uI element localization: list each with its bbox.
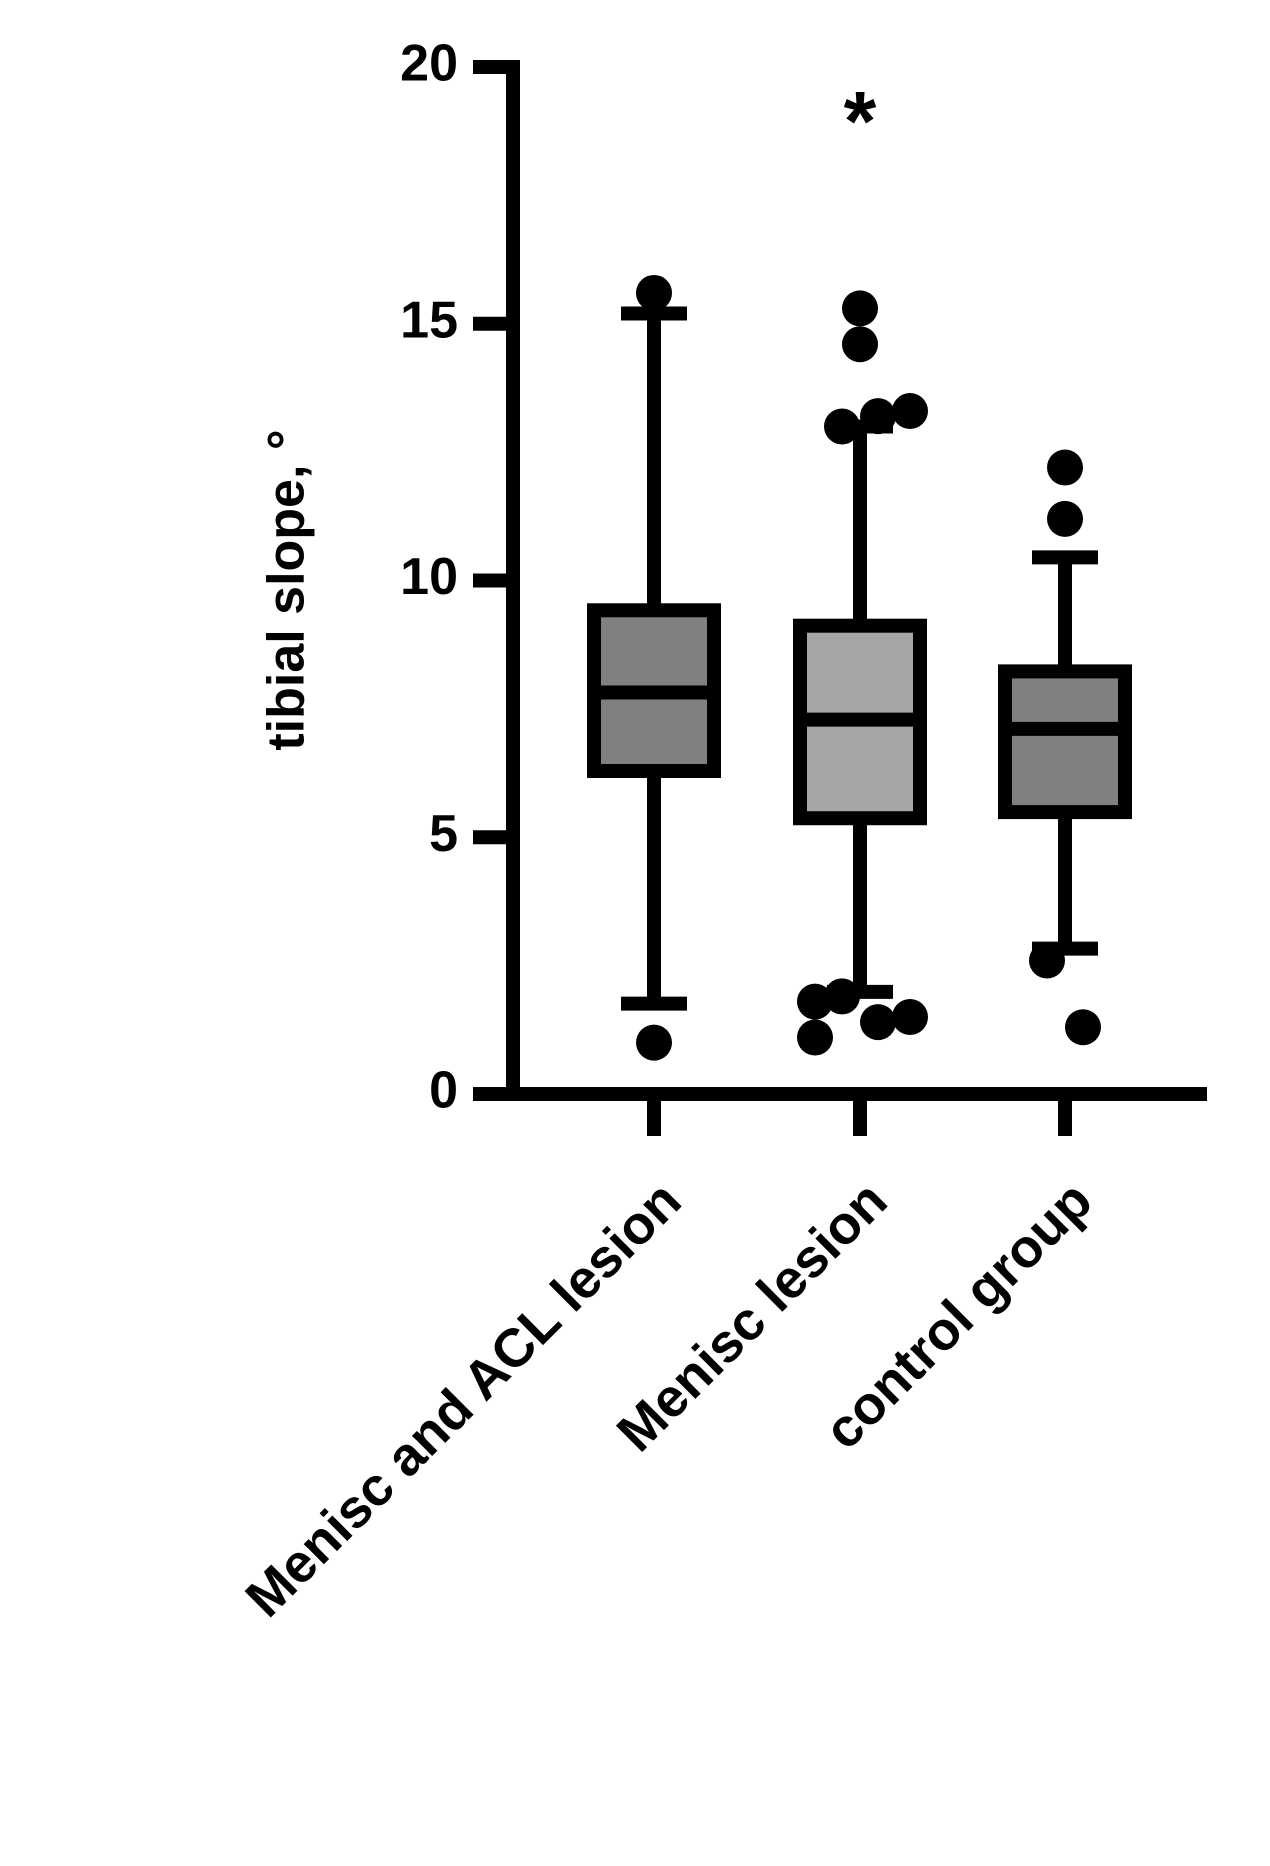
outlier [860,398,896,435]
x-tick-label: Menisc and ACL lesion [234,1170,692,1628]
outlier [797,1019,833,1056]
outlier [636,1024,672,1061]
outlier [1047,500,1083,537]
y-tick-label: 0 [429,1062,458,1120]
y-tick-label: 20 [400,35,458,93]
outlier [1029,942,1065,979]
y-tick-label: 10 [400,548,458,606]
outlier [892,393,928,430]
outlier [1065,1009,1101,1046]
outlier [824,408,860,445]
box [998,664,1132,820]
outlier [636,274,672,311]
outlier [824,978,860,1015]
outlier [842,290,878,327]
outlier [860,1004,896,1041]
outlier [842,326,878,363]
outlier [892,998,928,1035]
y-tick-label: 5 [429,805,458,863]
outlier [797,983,833,1020]
significance-marker: * [844,74,877,168]
y-tick-label: 15 [400,291,458,349]
outlier [1047,449,1083,486]
y-axis-label: tibial slope, ° [258,429,316,750]
